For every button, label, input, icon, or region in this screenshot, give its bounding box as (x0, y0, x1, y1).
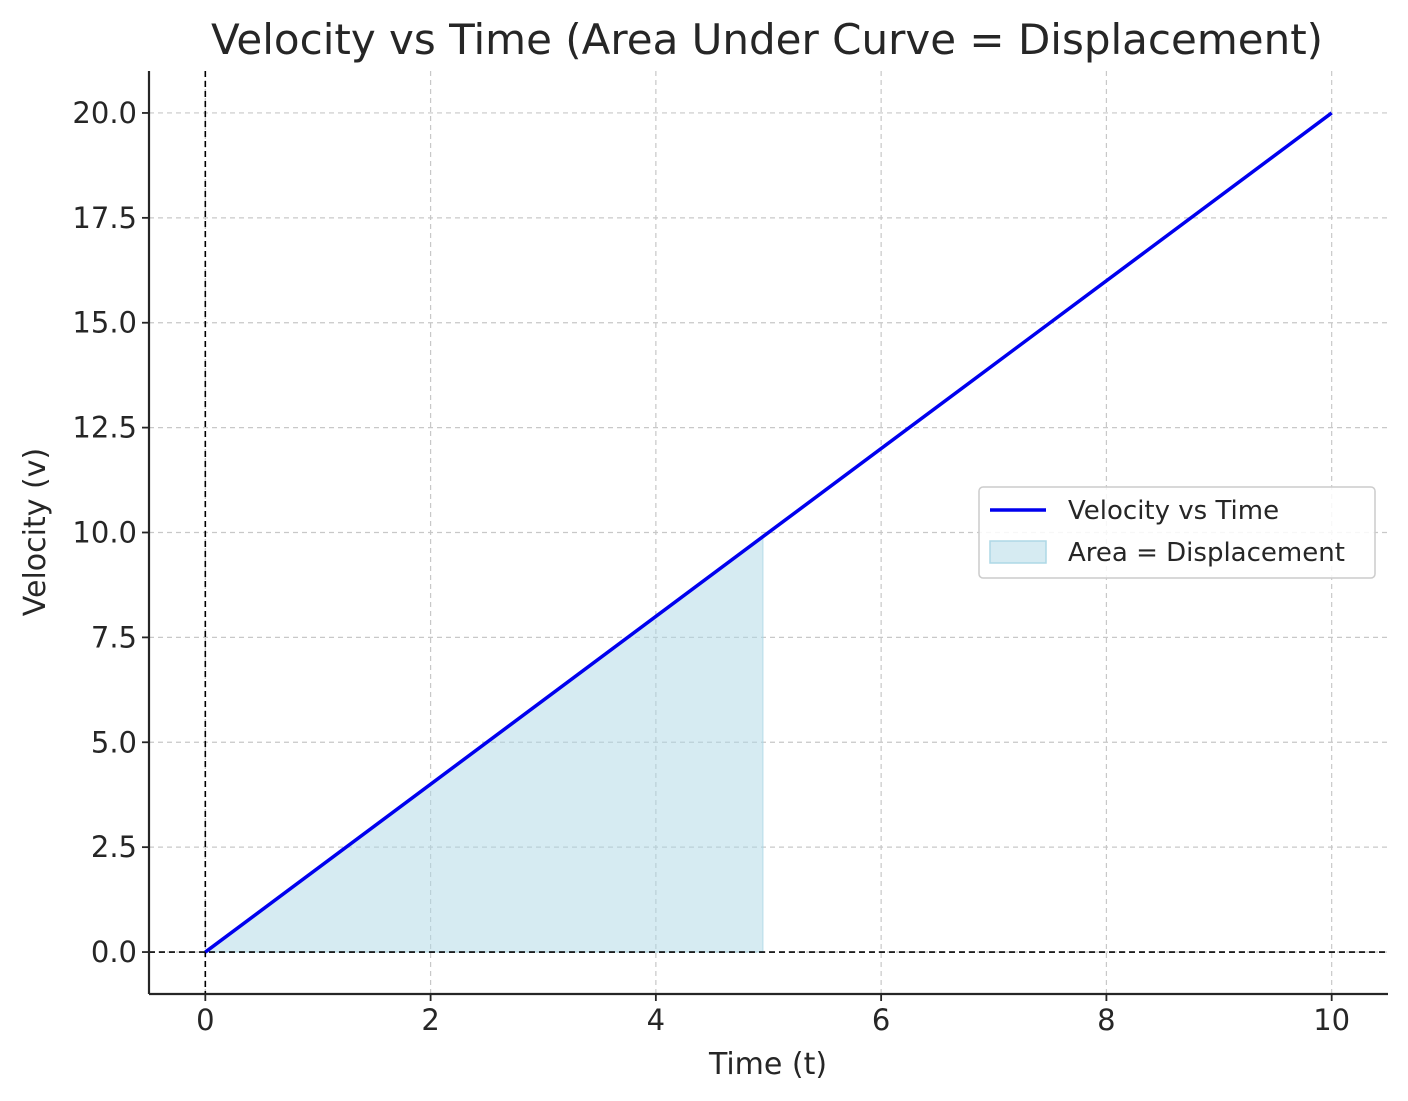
x-tick-label: 2 (421, 1003, 439, 1037)
y-tick-label: 17.5 (72, 201, 137, 235)
x-tick-label: 8 (1097, 1003, 1115, 1037)
series (204, 111, 1333, 954)
y-tick-label: 7.5 (91, 620, 137, 654)
legend: Velocity vs Time Area = Displacement (978, 486, 1376, 579)
y-tick-label: 2.5 (91, 830, 137, 864)
y-ticks: 0.0 2.5 5.0 7.5 10.0 12.5 15.0 17.5 20.0 (72, 96, 149, 969)
y-tick-label: 5.0 (91, 725, 137, 759)
y-tick-label: 10.0 (72, 516, 137, 550)
x-tick-label: 0 (196, 1003, 214, 1037)
y-tick-label: 20.0 (72, 96, 137, 130)
x-tick-label: 4 (647, 1003, 665, 1037)
legend-entry-area: Area = Displacement (1068, 538, 1345, 568)
legend-frame (978, 486, 1376, 579)
x-ticks: 0 2 4 6 8 10 (196, 994, 1350, 1037)
y-tick-label: 15.0 (72, 306, 137, 340)
legend-area-swatch (989, 540, 1047, 564)
y-tick-label: 12.5 (72, 411, 137, 445)
velocity-series-line (204, 111, 1333, 954)
legend-entry-velocity: Velocity vs Time (1068, 496, 1279, 526)
x-tick-label: 6 (872, 1003, 890, 1037)
x-tick-label: 10 (1313, 1003, 1350, 1037)
y-axis-label: Velocity (v) (18, 448, 53, 616)
y-tick-label: 0.0 (91, 935, 137, 969)
reference-lines (149, 71, 1388, 994)
chart-title: Velocity vs Time (Area Under Curve = Dis… (211, 15, 1323, 64)
x-axis-label: Time (t) (708, 1047, 827, 1082)
